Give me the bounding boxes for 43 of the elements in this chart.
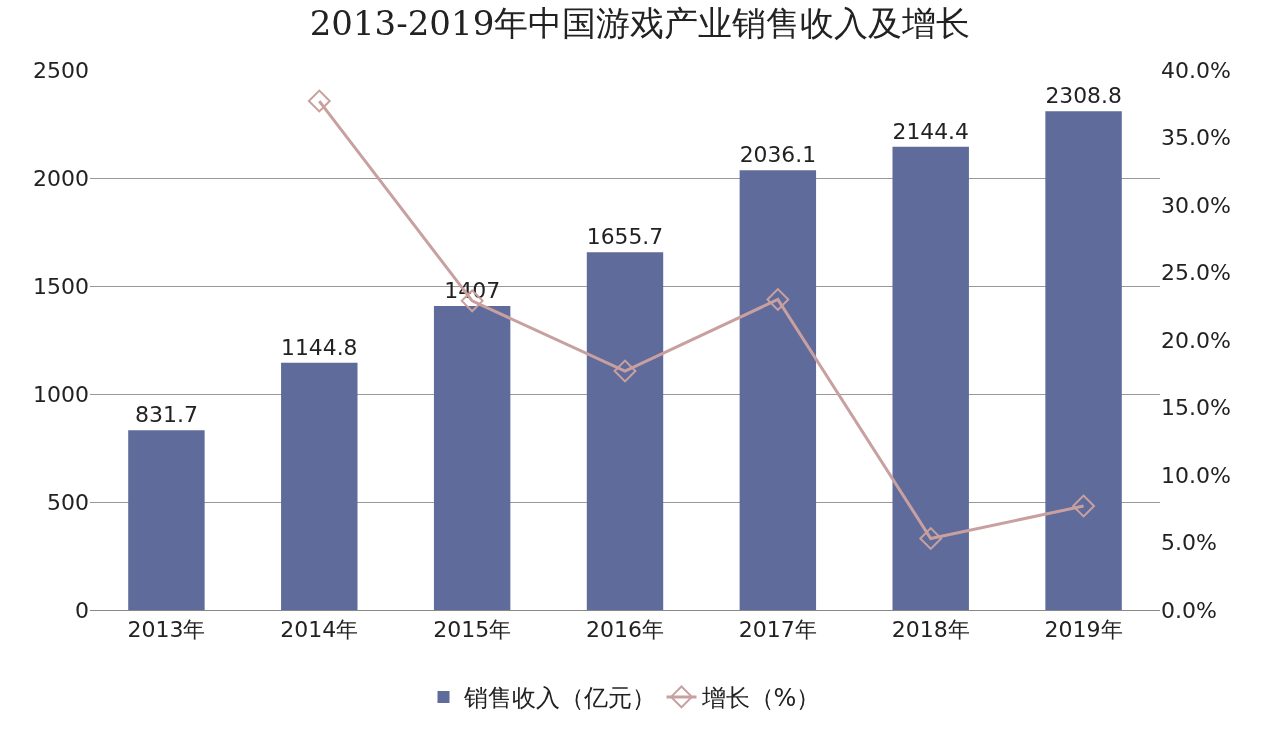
x-tick-label: 2016年 (586, 617, 664, 643)
point (307, 89, 331, 113)
point (1072, 494, 1095, 518)
y2-tick-label: 15.0% (1161, 395, 1231, 421)
y2-tick-label: 5.0% (1161, 530, 1217, 556)
data-label: 831.7 (134, 402, 198, 428)
y2-tick-label: 0.0% (1161, 597, 1217, 623)
data-label: 1144.8 (281, 334, 358, 360)
y2-tick-label: 10.0% (1161, 462, 1231, 488)
legend-label: 增长（%） (700, 684, 821, 713)
bar (586, 252, 664, 610)
bar (1045, 111, 1122, 610)
data-label: 2036.1 (739, 142, 817, 168)
point (919, 527, 943, 550)
chart-title: 2013-2019年中国游戏产业销售收入及增长 (309, 2, 971, 43)
y-tick-label: 2500 (33, 57, 89, 83)
y-tick-label: 0 (75, 597, 89, 623)
data-label: 2308.8 (1045, 83, 1122, 109)
x-tick-label: 2017年 (738, 617, 817, 643)
x-tick-label: 2013年 (127, 617, 206, 643)
x-tick-label: 2019年 (1044, 617, 1123, 643)
point (766, 288, 790, 311)
bar (433, 306, 511, 610)
data-label: 1655.7 (586, 224, 664, 250)
y2-tick-label: 25.0% (1161, 260, 1231, 286)
bar (892, 146, 969, 610)
y2-tick-label: 20.0% (1161, 327, 1231, 353)
x-tick-label: 2015年 (433, 617, 512, 643)
y-tick-label: 1000 (33, 381, 89, 407)
x-tick-label: 2018年 (891, 617, 970, 643)
legend-label: 销售收入（亿元） (462, 684, 656, 713)
bar (281, 362, 358, 610)
y2-tick-label: 30.0% (1161, 192, 1231, 218)
x-tick-label: 2014年 (280, 617, 359, 643)
bar (128, 430, 205, 610)
y2-tick-label: 40.0% (1161, 57, 1231, 83)
data-label: 2144.4 (892, 118, 969, 144)
y-tick-label: 1500 (33, 273, 89, 299)
y-tick-label: 2000 (33, 165, 89, 191)
point (613, 359, 637, 383)
bar (739, 170, 817, 610)
y-tick-label: 500 (47, 489, 89, 515)
y2-tick-label: 35.0% (1161, 125, 1231, 151)
